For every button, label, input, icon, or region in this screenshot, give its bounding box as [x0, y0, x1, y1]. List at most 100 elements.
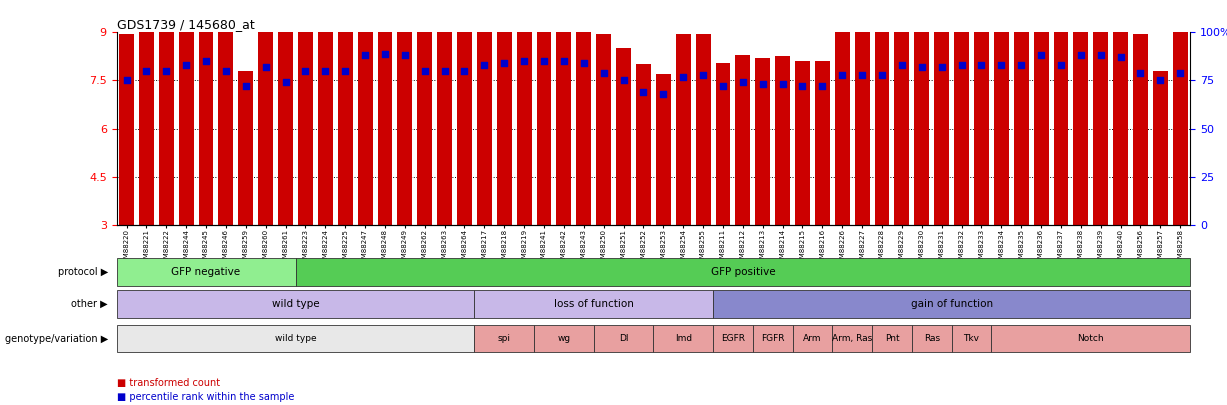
Point	[455, 68, 475, 74]
Point	[117, 77, 136, 84]
Text: other ▶: other ▶	[71, 299, 108, 309]
Bar	[218, 21, 233, 225]
Bar	[437, 24, 452, 225]
Point	[415, 68, 434, 74]
Point	[952, 62, 972, 68]
Point	[216, 68, 236, 74]
Text: ■ transformed count: ■ transformed count	[117, 378, 220, 388]
Point	[475, 62, 494, 68]
Bar	[715, 63, 730, 225]
Point	[614, 77, 633, 84]
Text: wild type: wild type	[275, 334, 317, 343]
Bar	[1153, 71, 1168, 225]
Point	[276, 79, 296, 86]
Bar	[1113, 0, 1128, 225]
Bar	[179, 9, 194, 225]
Bar	[894, 12, 909, 225]
Point	[991, 62, 1011, 68]
Bar	[1033, 0, 1049, 225]
Bar	[656, 74, 671, 225]
Bar	[596, 34, 611, 225]
Bar	[298, 32, 313, 225]
Point	[157, 68, 177, 74]
Point	[1011, 62, 1031, 68]
Point	[793, 83, 812, 90]
Bar	[955, 15, 969, 225]
Bar	[1054, 15, 1069, 225]
Bar	[696, 34, 710, 225]
Point	[395, 52, 415, 59]
Point	[196, 58, 216, 64]
Point	[236, 83, 255, 90]
Point	[773, 81, 793, 87]
Bar	[357, 0, 373, 225]
Bar	[1074, 0, 1088, 225]
Point	[296, 68, 315, 74]
Bar	[1133, 34, 1148, 225]
Point	[832, 72, 852, 78]
Bar	[1173, 31, 1188, 225]
Bar	[775, 56, 790, 225]
Point	[713, 83, 733, 90]
Text: Arm, Ras: Arm, Ras	[832, 334, 872, 343]
Text: Arm: Arm	[804, 334, 822, 343]
Point	[335, 68, 355, 74]
Bar	[875, 23, 890, 225]
Text: spi: spi	[498, 334, 510, 343]
Point	[633, 89, 653, 95]
Point	[693, 72, 713, 78]
Point	[555, 58, 574, 64]
Bar	[934, 15, 950, 225]
Bar	[199, 5, 213, 225]
Point	[931, 64, 951, 70]
Bar	[557, 12, 572, 225]
Bar	[337, 32, 352, 225]
Bar	[119, 34, 134, 225]
Bar	[914, 13, 929, 225]
Bar	[279, 32, 293, 225]
Text: Ras: Ras	[924, 334, 940, 343]
Text: genotype/variation ▶: genotype/variation ▶	[5, 334, 108, 343]
Bar	[517, 12, 531, 225]
Point	[136, 68, 156, 74]
Point	[1110, 54, 1130, 61]
Bar	[456, 24, 472, 225]
Point	[375, 50, 395, 57]
Text: Notch: Notch	[1077, 334, 1104, 343]
Text: wild type: wild type	[271, 299, 319, 309]
Point	[892, 62, 912, 68]
Bar	[378, 0, 393, 225]
Point	[494, 60, 514, 66]
Point	[1171, 70, 1190, 76]
Point	[1091, 52, 1110, 59]
Point	[594, 70, 614, 76]
Point	[812, 83, 832, 90]
Point	[315, 68, 335, 74]
Bar	[756, 58, 771, 225]
Bar	[158, 28, 174, 225]
Text: FGFR: FGFR	[761, 334, 784, 343]
Text: loss of function: loss of function	[553, 299, 633, 309]
Point	[574, 60, 594, 66]
Text: Imd: Imd	[675, 334, 692, 343]
Point	[753, 81, 773, 87]
Bar	[1014, 15, 1028, 225]
Text: Dl: Dl	[618, 334, 628, 343]
Bar	[497, 13, 512, 225]
Point	[256, 64, 276, 70]
Point	[674, 73, 693, 80]
Point	[1071, 52, 1091, 59]
Point	[733, 79, 752, 86]
Point	[177, 62, 196, 68]
Text: GFP negative: GFP negative	[172, 267, 240, 277]
Bar	[795, 61, 810, 225]
Bar	[318, 31, 333, 225]
Bar	[636, 64, 650, 225]
Bar	[477, 15, 492, 225]
Bar	[398, 0, 412, 225]
Bar	[139, 29, 153, 225]
Point	[1151, 77, 1171, 84]
Point	[853, 72, 872, 78]
Text: GDS1739 / 145680_at: GDS1739 / 145680_at	[117, 18, 254, 31]
Bar	[238, 71, 253, 225]
